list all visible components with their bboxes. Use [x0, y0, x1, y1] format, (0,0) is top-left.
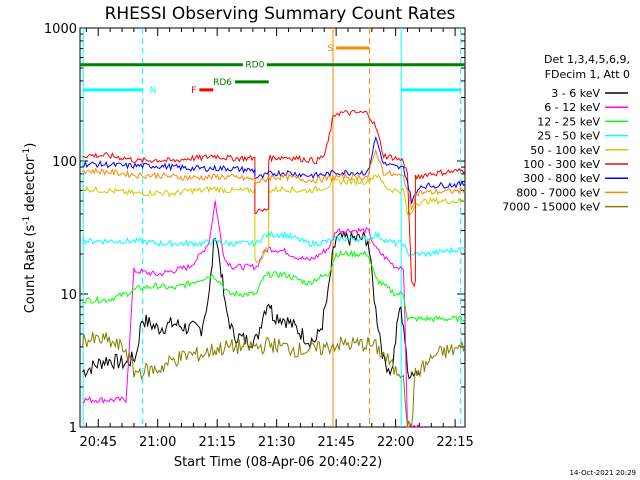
legend-label: 100 - 300 keV	[523, 158, 600, 171]
timestamp: 14-Oct-2021 20:29	[570, 469, 636, 477]
x-tick-label: 21:15	[198, 435, 235, 450]
chart-title: RHESSI Observing Summary Count Rates	[105, 4, 456, 24]
flag-label-bg	[242, 57, 267, 69]
y-tick-label: 10	[60, 288, 77, 303]
series-line	[82, 109, 466, 288]
x-tick-label: 21:45	[317, 435, 354, 450]
y-tick-label: 1	[69, 421, 77, 436]
y-axis-label-part: Count Rate (s	[23, 225, 38, 314]
series-line	[81, 332, 466, 429]
x-tick-label: 22:00	[377, 435, 414, 450]
series-line	[82, 200, 420, 428]
series-line	[82, 173, 466, 264]
y-axis-label: Count Rate (s-1 detector-1)	[22, 143, 38, 314]
flag-segment-label: N	[150, 86, 157, 96]
flag-segment-label: RD6	[213, 78, 232, 88]
y-axis-label-part: )	[23, 143, 38, 148]
legend-header-line: Det 1,3,4,5,6,9,	[544, 53, 630, 66]
plot-frame	[79, 27, 466, 428]
series-line	[82, 148, 466, 211]
legend-label: 50 - 100 keV	[530, 144, 600, 157]
flag-segment-label: F	[191, 86, 196, 96]
y-axis-label-part: detector	[23, 156, 38, 216]
legend-label: 6 - 12 keV	[544, 101, 600, 114]
y-tick-label: 1000	[44, 22, 77, 37]
flag-segment-label: S	[327, 44, 333, 54]
series-lines	[81, 109, 466, 429]
x-tick-label: 20:45	[80, 435, 117, 450]
series-line	[82, 135, 466, 204]
legend-label: 12 - 25 keV	[537, 115, 600, 128]
legend-label: 7000 - 15000 keV	[502, 201, 600, 214]
x-tick-label: 22:15	[436, 435, 473, 450]
flag-segment-label: RD0	[245, 61, 264, 71]
y-axis-label-sup: -1	[22, 148, 32, 157]
y-axis-label-sup: -1	[22, 216, 32, 225]
legend-header-line: FDecim 1, Att 0	[545, 68, 630, 81]
x-tick-label: 21:00	[139, 435, 176, 450]
y-tick-label: 100	[52, 155, 77, 170]
x-axis: 20:45 21:00 21:15 21:30 21:45 22:00 22:15	[80, 28, 474, 450]
legend-label: 25 - 50 keV	[537, 130, 600, 143]
x-tick-label: 21:30	[258, 435, 295, 450]
series-line	[82, 249, 466, 324]
legend-label: 800 - 7000 keV	[516, 186, 600, 199]
attenuator-markers	[82, 28, 462, 427]
series-line	[82, 230, 420, 380]
series-line	[81, 230, 466, 258]
flag-segments: N F RD0 RD6 S	[80, 44, 465, 96]
x-axis-label: Start Time (08-Apr-06 20:40:22)	[174, 455, 382, 470]
legend: Det 1,3,4,5,6,9, FDecim 1, Att 0 3 - 6 k…	[502, 53, 630, 214]
legend-label: 3 - 6 keV	[551, 87, 600, 100]
legend-label: 300 - 800 keV	[523, 172, 600, 185]
